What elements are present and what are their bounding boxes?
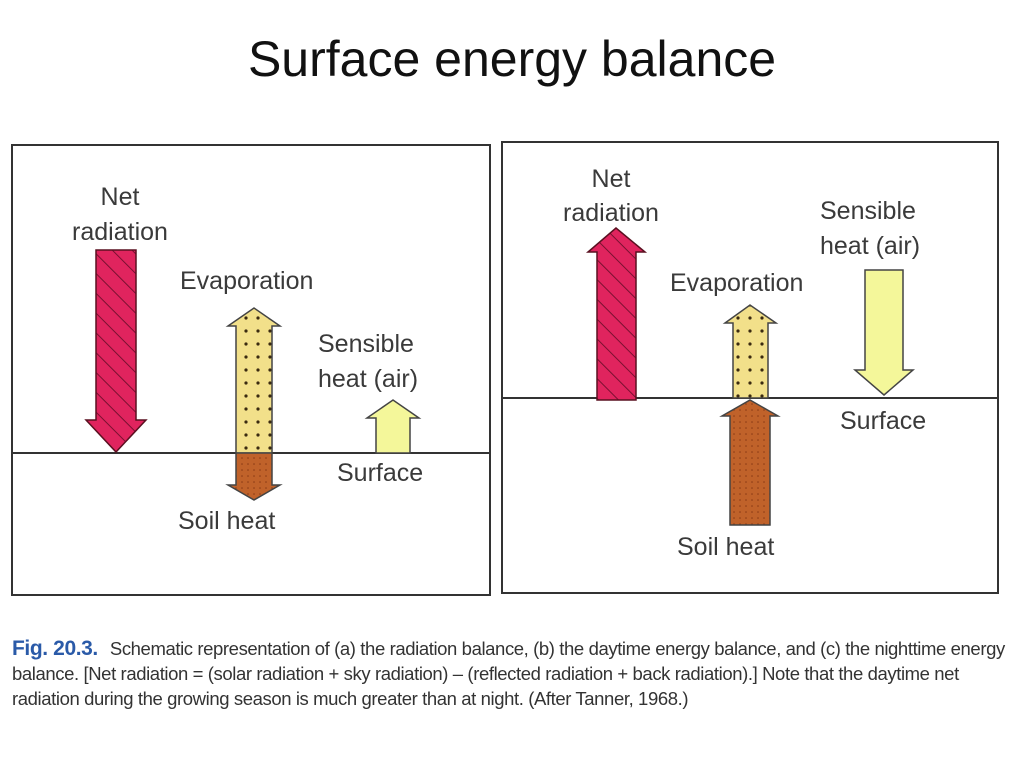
energy-balance-diagram: Net radiation Evaporation Sensible heat … [11, 141, 999, 596]
sensible-heat-arrow [852, 269, 916, 396]
net-radiation-arrow [585, 227, 648, 401]
surface-label: Surface [840, 407, 926, 435]
surface-label: Surface [337, 459, 423, 487]
soil-heat-label: Soil heat [677, 533, 774, 561]
sensible-heat-arrow [364, 399, 422, 454]
caption-text: Schematic representation of (a) the radi… [12, 638, 1005, 709]
slide-title: Surface energy balance [247, 31, 777, 87]
net-radiation-label: Net [592, 165, 631, 193]
evaporation-label: Evaporation [180, 267, 313, 295]
sensible-heat-label: heat (air) [820, 232, 920, 260]
panel-nighttime: Net radiation Evaporation Sensible heat … [501, 141, 999, 594]
figure-label: Fig. 20.3. [12, 637, 98, 660]
net-radiation-arrow [84, 249, 148, 454]
evaporation-arrow [225, 307, 283, 454]
net-radiation-label: Net [101, 183, 140, 211]
panel-daytime: Net radiation Evaporation Sensible heat … [11, 144, 491, 596]
soil-heat-arrow [719, 399, 781, 526]
soil-heat-label: Soil heat [178, 507, 275, 535]
sensible-heat-label: Sensible [820, 197, 916, 225]
sensible-heat-label: heat (air) [318, 365, 418, 393]
figure-caption: Fig. 20.3. Schematic representation of (a… [12, 636, 1012, 711]
evaporation-label: Evaporation [670, 269, 803, 297]
soil-heat-arrow [225, 452, 283, 501]
net-radiation-label: radiation [72, 218, 168, 246]
evaporation-arrow [722, 304, 779, 399]
sensible-heat-label: Sensible [318, 330, 414, 358]
net-radiation-label: radiation [563, 199, 659, 227]
